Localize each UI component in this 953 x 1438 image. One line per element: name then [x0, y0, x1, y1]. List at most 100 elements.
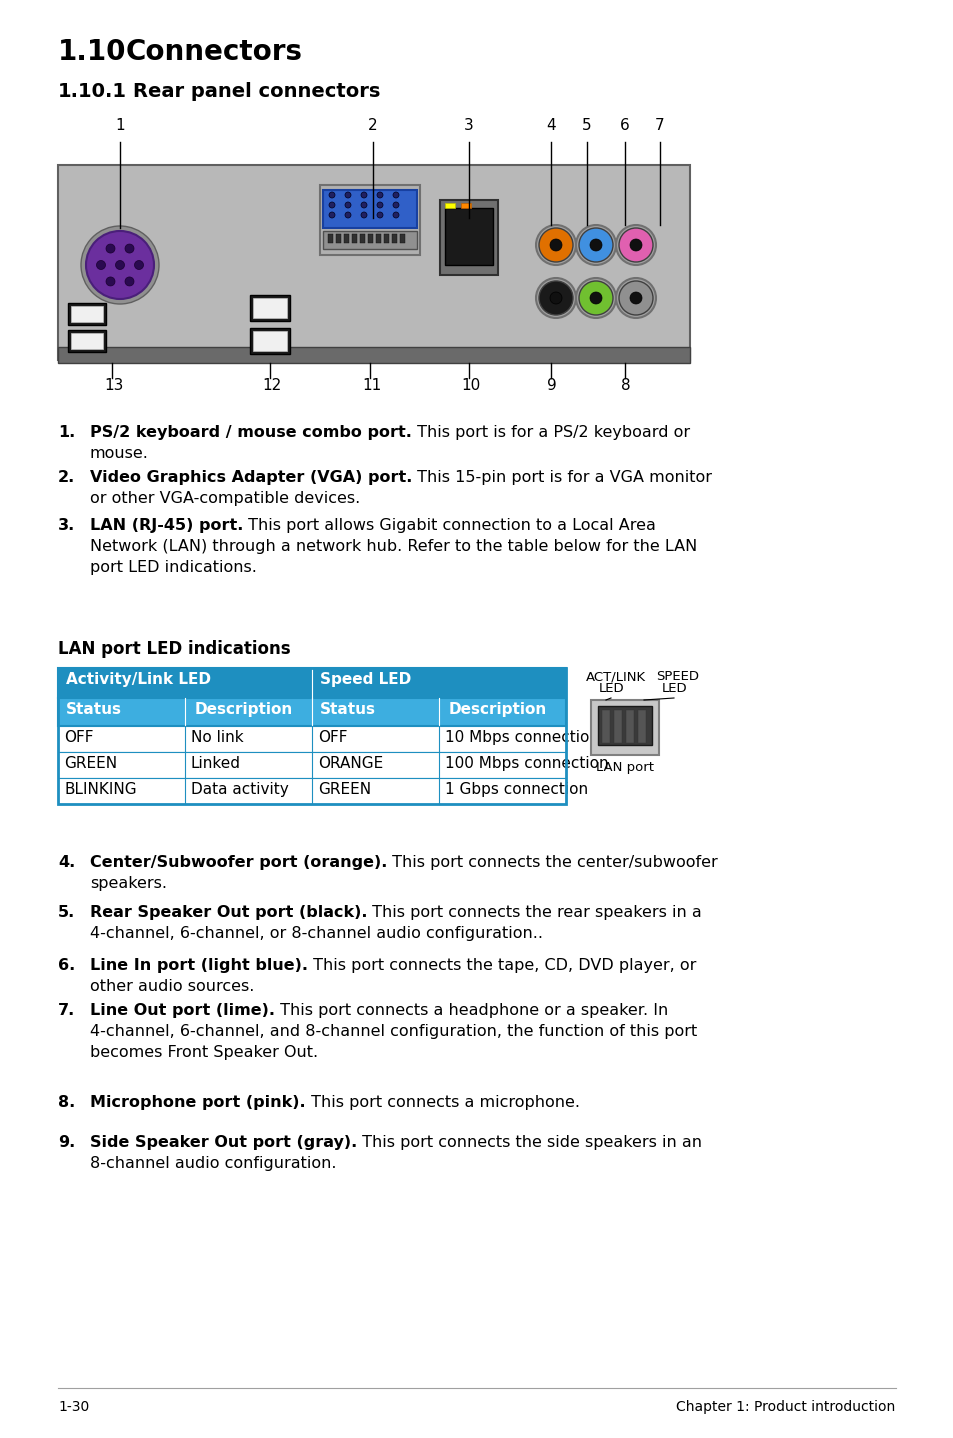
Text: LED: LED: [598, 682, 624, 695]
Circle shape: [550, 239, 561, 252]
Bar: [323, 190, 416, 229]
Text: 2: 2: [368, 118, 377, 132]
Text: other audio sources.: other audio sources.: [90, 979, 254, 994]
Bar: [253, 331, 287, 351]
Circle shape: [618, 280, 652, 315]
Text: This port allows Gigabit connection to a Local Area: This port allows Gigabit connection to a…: [243, 518, 656, 533]
Text: OFF: OFF: [317, 731, 347, 745]
Text: 11: 11: [361, 378, 381, 393]
Bar: [444, 203, 455, 209]
Bar: [614, 710, 621, 743]
Circle shape: [376, 193, 382, 198]
Circle shape: [536, 278, 576, 318]
Bar: [253, 298, 287, 318]
Bar: [399, 234, 405, 243]
Text: 2.: 2.: [58, 470, 75, 485]
Text: 9: 9: [546, 378, 557, 393]
Text: SPEED: SPEED: [656, 670, 699, 683]
Text: Rear Speaker Out port (black).: Rear Speaker Out port (black).: [90, 905, 367, 920]
Bar: [58, 778, 565, 804]
Text: 7.: 7.: [58, 1002, 75, 1018]
Text: PS/2 keyboard / mouse combo port.: PS/2 keyboard / mouse combo port.: [90, 426, 412, 440]
Text: Line Out port (lime).: Line Out port (lime).: [90, 1002, 274, 1018]
Text: 4-channel, 6-channel, or 8-channel audio configuration..: 4-channel, 6-channel, or 8-channel audio…: [90, 926, 542, 940]
Text: Activity/Link LED: Activity/Link LED: [66, 672, 211, 687]
Text: This 15-pin port is for a VGA monitor: This 15-pin port is for a VGA monitor: [412, 470, 712, 485]
Bar: [58, 165, 689, 360]
Bar: [384, 234, 389, 243]
Circle shape: [96, 260, 106, 269]
Text: becomes Front Speaker Out.: becomes Front Speaker Out.: [90, 1045, 317, 1060]
Text: 4: 4: [545, 118, 555, 132]
Text: Side Speaker Out port (gray).: Side Speaker Out port (gray).: [90, 1135, 356, 1150]
Text: 3: 3: [463, 118, 474, 132]
Text: LAN (RJ-45) port.: LAN (RJ-45) port.: [90, 518, 243, 533]
Bar: [368, 234, 373, 243]
Circle shape: [86, 232, 153, 299]
Text: 10 Mbps connection: 10 Mbps connection: [444, 731, 598, 745]
Circle shape: [360, 193, 367, 198]
Text: Status: Status: [66, 702, 122, 718]
Bar: [58, 669, 565, 804]
Text: ACT/LINK: ACT/LINK: [585, 670, 645, 683]
Bar: [625, 710, 634, 743]
Circle shape: [616, 224, 656, 265]
Bar: [323, 232, 416, 249]
Text: Speed LED: Speed LED: [319, 672, 411, 687]
Bar: [58, 669, 565, 697]
Bar: [319, 186, 419, 255]
Text: Microphone port (pink).: Microphone port (pink).: [90, 1094, 305, 1110]
Text: 7: 7: [655, 118, 664, 132]
Bar: [71, 334, 103, 349]
Bar: [359, 234, 365, 243]
Text: Rear panel connectors: Rear panel connectors: [132, 82, 380, 101]
Text: OFF: OFF: [64, 731, 93, 745]
Bar: [590, 700, 659, 755]
Circle shape: [589, 292, 601, 303]
Text: BLINKING: BLINKING: [64, 782, 136, 797]
Text: Linked: Linked: [191, 756, 241, 771]
Text: This port is for a PS/2 keyboard or: This port is for a PS/2 keyboard or: [412, 426, 689, 440]
Text: This port connects a microphone.: This port connects a microphone.: [305, 1094, 579, 1110]
Text: Chapter 1: Product introduction: Chapter 1: Product introduction: [676, 1401, 894, 1414]
Text: 13: 13: [104, 378, 123, 393]
Text: Video Graphics Adapter (VGA) port.: Video Graphics Adapter (VGA) port.: [90, 470, 412, 485]
Bar: [328, 234, 333, 243]
Text: 9.: 9.: [58, 1135, 75, 1150]
Text: This port connects the tape, CD, DVD player, or: This port connects the tape, CD, DVD pla…: [308, 958, 696, 974]
Text: 1.: 1.: [58, 426, 75, 440]
Bar: [352, 234, 356, 243]
Bar: [375, 234, 380, 243]
Text: or other VGA-compatible devices.: or other VGA-compatible devices.: [90, 490, 360, 506]
Text: 1 Gbps connection: 1 Gbps connection: [444, 782, 587, 797]
Circle shape: [576, 278, 616, 318]
Circle shape: [134, 260, 143, 269]
Text: GREEN: GREEN: [64, 756, 117, 771]
Text: 1: 1: [115, 118, 125, 132]
Text: Description: Description: [194, 702, 293, 718]
Circle shape: [550, 292, 561, 303]
Text: This port connects the rear speakers in a: This port connects the rear speakers in …: [367, 905, 701, 920]
Text: 1.10: 1.10: [58, 37, 127, 66]
Text: Line In port (light blue).: Line In port (light blue).: [90, 958, 308, 974]
Text: 6.: 6.: [58, 958, 75, 974]
Text: This port connects the center/subwoofer: This port connects the center/subwoofer: [387, 856, 718, 870]
Text: 3.: 3.: [58, 518, 75, 533]
Circle shape: [629, 239, 641, 252]
Circle shape: [376, 201, 382, 209]
Bar: [250, 295, 290, 321]
Circle shape: [393, 211, 398, 219]
Text: Network (LAN) through a network hub. Refer to the table below for the LAN: Network (LAN) through a network hub. Ref…: [90, 539, 697, 554]
Text: 8-channel audio configuration.: 8-channel audio configuration.: [90, 1156, 336, 1171]
Circle shape: [538, 280, 573, 315]
Text: ORANGE: ORANGE: [317, 756, 383, 771]
Text: 12: 12: [262, 378, 281, 393]
Text: GREEN: GREEN: [317, 782, 371, 797]
Bar: [439, 200, 497, 275]
Circle shape: [576, 224, 616, 265]
Circle shape: [376, 211, 382, 219]
Text: Connectors: Connectors: [126, 37, 303, 66]
Circle shape: [81, 226, 159, 303]
Bar: [68, 303, 106, 325]
Bar: [58, 697, 565, 726]
